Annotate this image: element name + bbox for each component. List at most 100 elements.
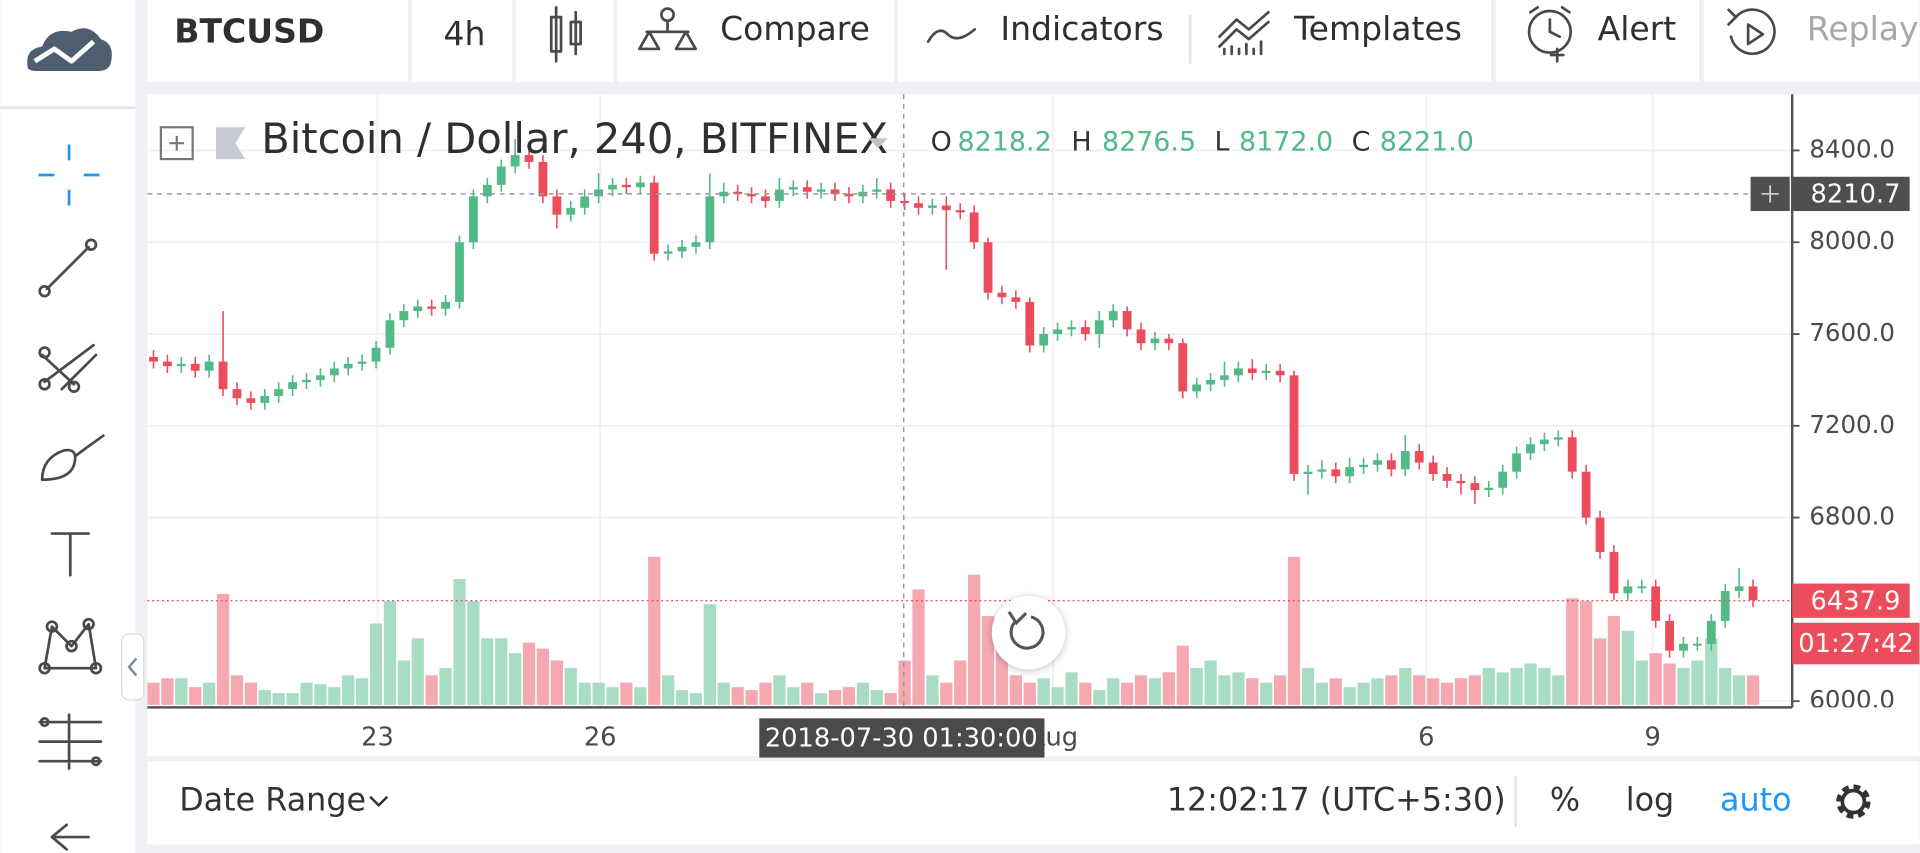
crosshair-price-box	[1792, 176, 1910, 212]
volume-bar	[940, 682, 953, 705]
volume-bar	[1134, 675, 1148, 705]
candle-body	[1345, 467, 1355, 477]
templates-label[interactable]: Templates	[1293, 9, 1462, 48]
candle-body	[1359, 464, 1368, 468]
volume-bar	[856, 682, 869, 705]
volume-bar	[1009, 675, 1022, 705]
y-tick-label: 8400.0	[1809, 134, 1895, 163]
logo[interactable]	[27, 28, 112, 71]
candle-body	[747, 194, 756, 197]
reset-button[interactable]	[991, 595, 1066, 670]
crosshair-time-box	[759, 718, 1045, 758]
x-tick-label: 26	[584, 722, 617, 752]
measure-tool[interactable]	[38, 713, 103, 770]
candle-body	[552, 196, 562, 215]
volume-bar	[884, 693, 897, 705]
alert-label[interactable]: Alert	[1598, 9, 1677, 48]
candle-body	[274, 389, 284, 396]
brush-tool[interactable]	[40, 434, 105, 482]
candle-body	[288, 382, 298, 390]
chart-type-button[interactable]	[515, 0, 614, 82]
compare-button[interactable]	[617, 0, 894, 82]
candle-body	[594, 189, 603, 197]
volume-bar	[1413, 675, 1426, 705]
reset-arrow	[1007, 611, 1028, 626]
pitchfork-tool[interactable]	[38, 343, 98, 393]
clock[interactable]: 12:02:17 (UTC+5:30)	[1167, 781, 1506, 819]
replay-label[interactable]: Replay	[1807, 9, 1919, 48]
candle-body	[190, 363, 200, 371]
ohlc-value: 8172.0	[1239, 127, 1333, 158]
reset-icon	[1009, 615, 1045, 650]
candle-body	[816, 189, 826, 192]
candle-body	[649, 182, 659, 254]
volume-bar	[662, 675, 675, 705]
symbol[interactable]: BTCUSD	[174, 12, 324, 51]
volume-bar	[1190, 667, 1203, 705]
ohlc-key: C	[1352, 127, 1371, 158]
text-tool[interactable]	[50, 532, 90, 577]
candle-body	[538, 161, 548, 197]
percent-toggle[interactable]: %	[1550, 781, 1580, 819]
log-toggle[interactable]: log	[1626, 781, 1674, 819]
trend-line-tool[interactable]	[38, 238, 98, 298]
volume-bar	[453, 579, 466, 705]
volume-bar	[828, 690, 842, 705]
candle-body	[941, 205, 951, 211]
candle-body	[914, 203, 923, 208]
sidebar	[0, 0, 145, 853]
expand-icon[interactable]	[159, 126, 194, 161]
volume-bar	[411, 638, 424, 705]
volume-bar	[1482, 667, 1495, 705]
candle-body	[844, 194, 854, 197]
title-dropdown[interactable]	[868, 138, 888, 149]
volume-bar	[258, 690, 271, 705]
candle-body	[1122, 311, 1132, 330]
ohlc-value: 8218.2	[958, 127, 1052, 158]
ohlc-value: 8276.5	[1102, 127, 1196, 158]
indicators-templates-group[interactable]	[897, 0, 1492, 82]
volume-bar	[1635, 660, 1648, 705]
volume-bar	[926, 675, 939, 705]
volume-bar	[550, 660, 563, 705]
back-tool[interactable]	[50, 823, 90, 851]
volume-bar	[1093, 690, 1106, 705]
crosshair-tool[interactable]	[38, 144, 100, 206]
compare-label[interactable]: Compare	[720, 9, 870, 48]
x-tick-label: 23	[361, 722, 394, 752]
flag-icon[interactable]	[215, 127, 246, 160]
candle-body	[371, 347, 381, 362]
settings-icon[interactable]	[1836, 784, 1871, 819]
volume-bar	[1649, 653, 1662, 705]
symbol-button[interactable]	[147, 0, 409, 82]
volume-bar	[592, 682, 605, 705]
volume-bar	[300, 682, 313, 705]
volume-bar	[244, 682, 257, 705]
volume-bar	[1385, 675, 1398, 705]
volume-bar	[1719, 667, 1732, 705]
candle-body	[719, 191, 729, 197]
interval-button[interactable]	[411, 0, 513, 82]
candle-body	[1581, 471, 1591, 518]
candle-body	[622, 184, 631, 188]
collapse-tab[interactable]	[121, 633, 145, 701]
date-range[interactable]: Date Range	[179, 781, 366, 819]
pattern-tool[interactable]	[38, 617, 103, 675]
candle-body	[218, 361, 228, 390]
chart-title[interactable]: Bitcoin / Dollar, 240, BITFINEX	[261, 114, 888, 163]
candle-icon	[549, 5, 582, 63]
candle-body	[1261, 370, 1271, 374]
volume-bar	[773, 675, 786, 705]
candle-body	[1651, 586, 1661, 621]
interval[interactable]: 4h	[444, 14, 486, 53]
volume-bar	[1496, 672, 1509, 705]
indicators-label[interactable]: Indicators	[1000, 9, 1163, 48]
volume-bar	[397, 660, 410, 705]
volume-bar	[439, 667, 452, 705]
candle-body	[927, 205, 937, 208]
auto-toggle[interactable]: auto	[1720, 781, 1792, 819]
last-price-box	[1792, 583, 1910, 618]
volume-bar	[356, 678, 369, 705]
